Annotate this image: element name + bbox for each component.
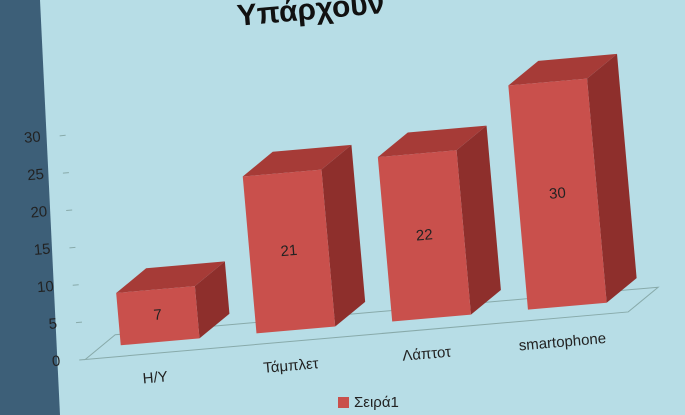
legend-swatch [338, 397, 349, 408]
tick-mark [72, 284, 79, 286]
bar-top [242, 144, 352, 177]
x-tick-label: Τάμπλετ [263, 355, 320, 377]
y-tick-label: 25 [27, 166, 45, 184]
tick-mark [66, 209, 73, 212]
y-tick-label: 30 [23, 128, 41, 146]
bar-side [194, 261, 230, 339]
data-label: 21 [280, 242, 298, 260]
bar [508, 78, 607, 310]
bar-side [456, 125, 501, 315]
bar-side [321, 144, 366, 327]
bar [377, 150, 471, 322]
data-label: 7 [153, 306, 163, 324]
x-tick-label: Η/Υ [142, 368, 168, 387]
y-tick-label: 5 [48, 315, 58, 333]
tick-mark [79, 358, 86, 361]
bar-top [116, 261, 225, 293]
tick-mark [69, 246, 76, 249]
bar-top [377, 125, 487, 158]
bar [116, 286, 200, 346]
tick-mark [59, 134, 66, 137]
bar-side [587, 53, 637, 303]
tick-mark [62, 172, 69, 174]
plot: Υπάρχουν 051015202530Η/Υ7Τάμπλετ21Λάπτοτ… [23, 0, 660, 387]
bar [242, 169, 336, 334]
data-label: 30 [548, 184, 566, 202]
y-tick-label: 20 [30, 203, 48, 221]
tick-mark [75, 321, 83, 324]
legend-label: Σειρά1 [354, 394, 399, 411]
y-tick-label: 15 [33, 241, 51, 259]
y-tick-label: 10 [36, 278, 54, 296]
y-tick-label: 0 [51, 353, 61, 371]
data-label: 22 [415, 226, 433, 244]
x-tick-label: Λάπτοτ [402, 344, 452, 365]
floor [83, 286, 660, 361]
bar-top [508, 53, 618, 86]
